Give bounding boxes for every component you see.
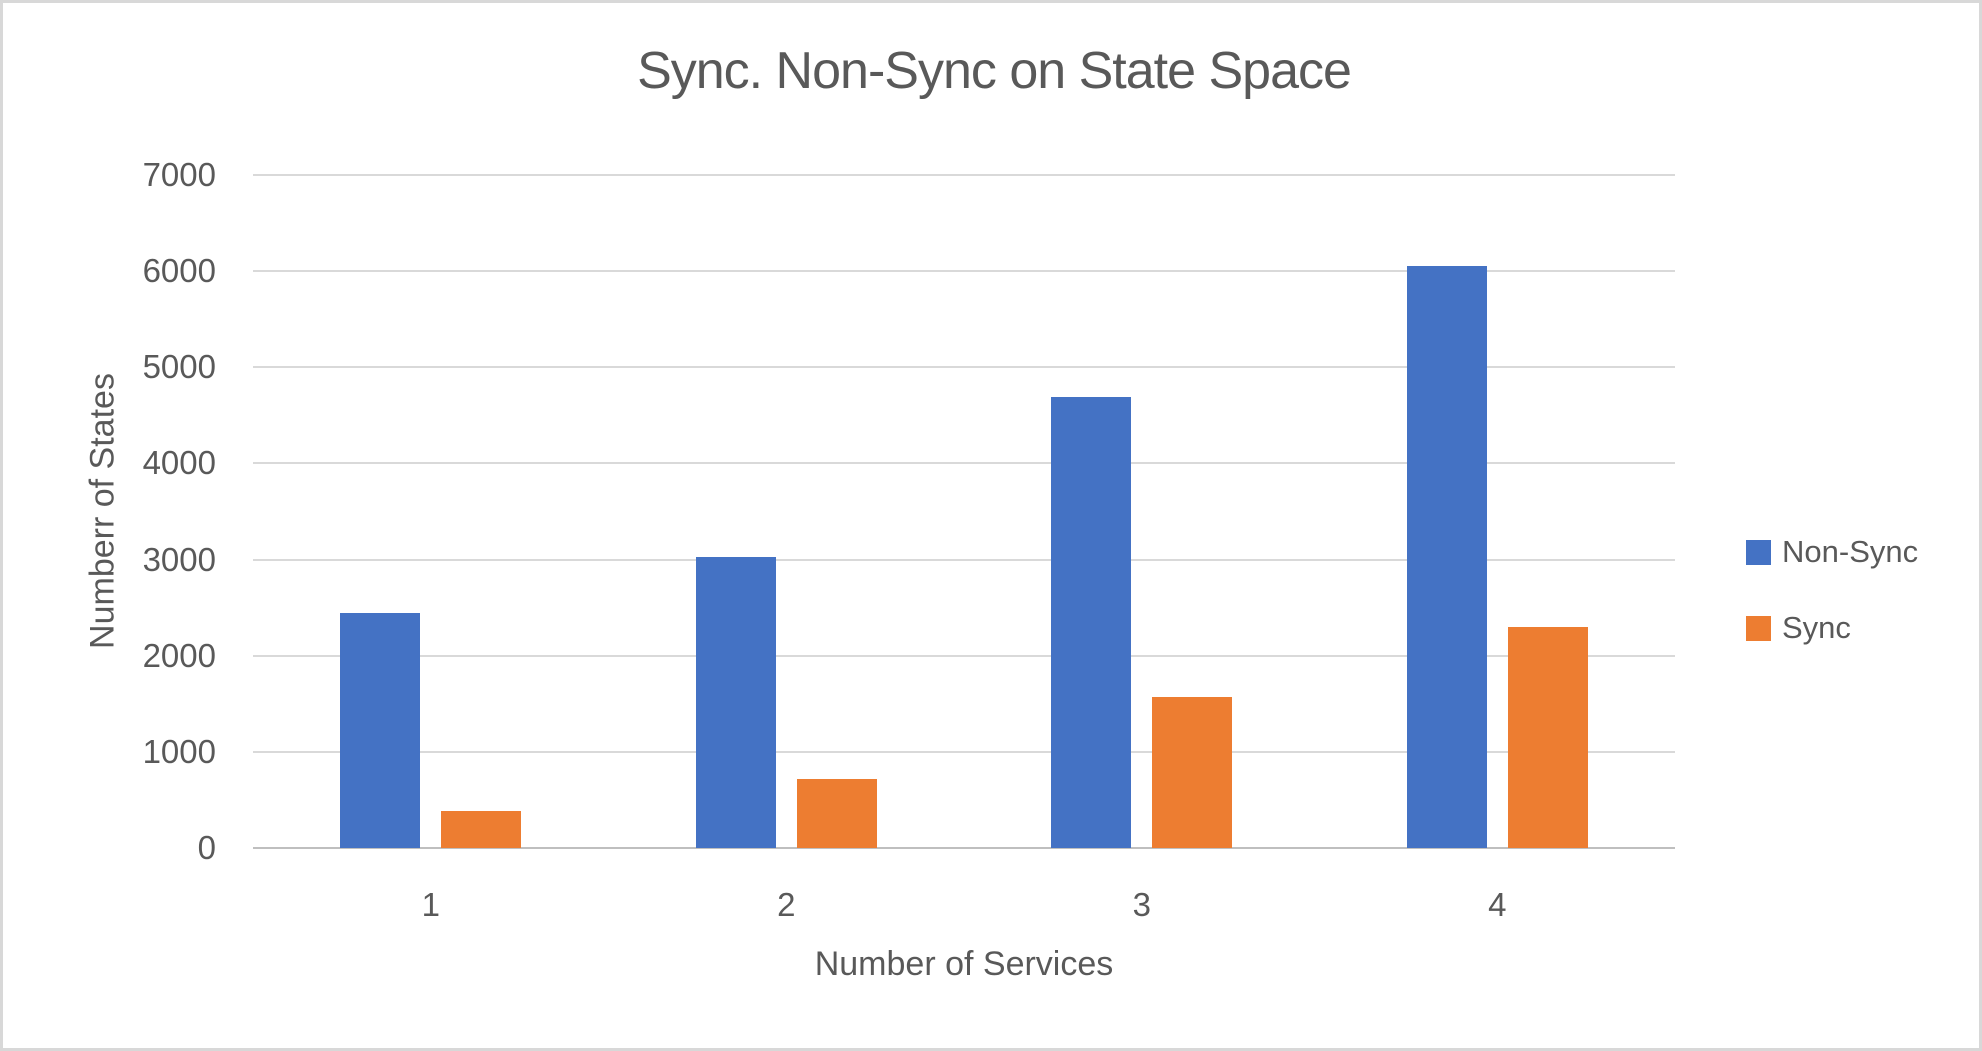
x-tick-label-2: 2 bbox=[777, 886, 796, 923]
bar-sync-cat2 bbox=[796, 778, 877, 848]
bar-non-sync-cat4 bbox=[1406, 266, 1487, 848]
y-tick-label-6000: 6000 bbox=[142, 252, 216, 290]
y-tick-label-5000: 5000 bbox=[142, 348, 216, 386]
bar-sync-cat1 bbox=[441, 810, 522, 848]
x-tick-label-4: 4 bbox=[1488, 886, 1507, 923]
legend-swatch-sync bbox=[1746, 615, 1771, 641]
x-axis-title: Number of Services bbox=[814, 945, 1114, 983]
y-tick-label-1000: 1000 bbox=[142, 732, 216, 770]
y-tick-label-0: 0 bbox=[197, 829, 216, 866]
legend-item-sync: Sync bbox=[1746, 610, 1851, 645]
gridline-7000 bbox=[253, 174, 1675, 176]
bar-non-sync-cat1 bbox=[340, 613, 421, 848]
legend: Non-Sync Sync bbox=[1746, 3, 1976, 1048]
x-tick-label-1: 1 bbox=[421, 886, 440, 923]
x-axis-line bbox=[253, 847, 1675, 849]
plot-area bbox=[253, 174, 1675, 849]
y-tick-label-2000: 2000 bbox=[142, 636, 216, 674]
gridline-2000 bbox=[253, 654, 1675, 657]
legend-swatch-non-sync bbox=[1746, 539, 1771, 565]
legend-label-sync: Sync bbox=[1782, 610, 1851, 645]
gridline-1000 bbox=[253, 750, 1675, 753]
bar-sync-cat4 bbox=[1507, 626, 1588, 848]
bar-non-sync-cat2 bbox=[695, 556, 776, 848]
y-tick-label-7000: 7000 bbox=[142, 156, 216, 193]
legend-item-non-sync: Non-Sync bbox=[1746, 534, 1919, 569]
y-axis-title: Numberr of States bbox=[83, 373, 122, 649]
bar-non-sync-cat3 bbox=[1051, 397, 1132, 848]
chart-title: Sync. Non-Sync on State Space bbox=[637, 42, 1352, 100]
gridline-6000 bbox=[253, 270, 1675, 273]
gridline-4000 bbox=[253, 462, 1675, 465]
y-tick-label-3000: 3000 bbox=[142, 540, 216, 578]
gridline-3000 bbox=[253, 558, 1675, 561]
x-tick-label-3: 3 bbox=[1132, 886, 1151, 923]
legend-label-non-sync: Non-Sync bbox=[1782, 534, 1919, 569]
y-tick-label-4000: 4000 bbox=[142, 444, 216, 482]
bar-sync-cat3 bbox=[1152, 696, 1233, 848]
gridline-5000 bbox=[253, 366, 1675, 369]
